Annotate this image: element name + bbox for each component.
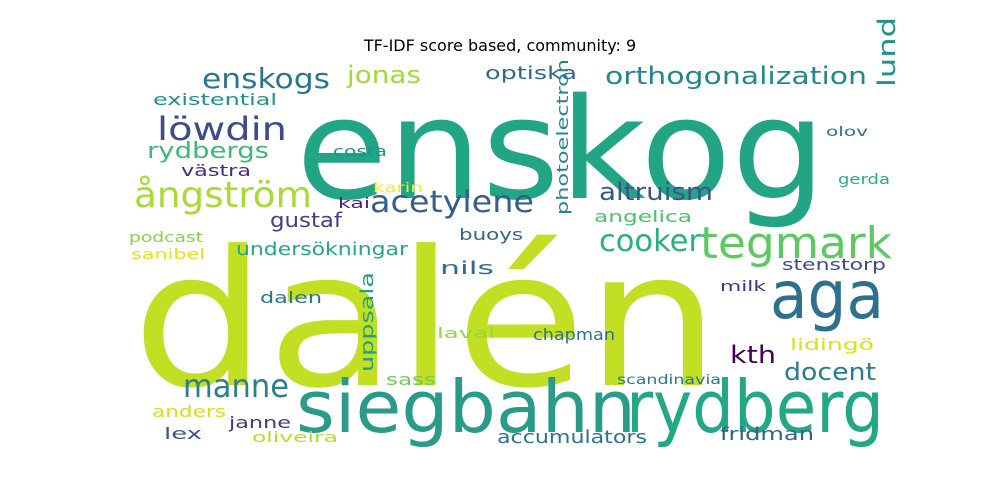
word-31: existential	[153, 90, 277, 109]
word-3: rydberg	[626, 365, 884, 449]
word-12: orthogonalization	[605, 62, 867, 90]
word-9: acetylene	[370, 185, 534, 220]
word-21: optiska	[485, 63, 577, 84]
word-33: dalen	[260, 288, 322, 307]
word-4: aga	[770, 257, 884, 334]
word-38: västra	[181, 161, 251, 180]
word-14: jonas	[346, 61, 421, 89]
word-44: gerda	[838, 172, 890, 188]
word-8: cooker	[599, 224, 702, 259]
word-16: docent	[784, 358, 876, 386]
word-10: löwdin	[157, 110, 287, 148]
word-18: rydbergs	[147, 139, 269, 164]
word-49: oliveira	[252, 430, 338, 446]
word-6: ångström	[134, 175, 312, 216]
word-19: accumulators	[497, 427, 647, 448]
word-34: lidingö	[790, 335, 874, 354]
word-11: enskogs	[202, 62, 330, 95]
word-1: enskog	[296, 69, 826, 232]
word-42: karin	[373, 181, 423, 196]
word-20: gustaf	[270, 208, 343, 232]
word-15: altruism	[599, 178, 713, 206]
word-25: nils	[440, 258, 494, 279]
word-24: uppsala	[357, 272, 378, 372]
word-32: photoelectron	[553, 59, 572, 215]
word-5: tegmark	[700, 218, 893, 269]
word-37: lex	[164, 424, 202, 443]
word-17: kth	[730, 341, 776, 369]
word-26: angelica	[594, 207, 692, 226]
word-2: siegbahn	[296, 365, 636, 449]
word-23: fridman	[720, 424, 814, 445]
word-48: scandinavia	[617, 373, 721, 388]
word-45: podcast	[129, 230, 204, 246]
word-41: kai	[338, 196, 370, 212]
word-7: manne	[183, 367, 289, 405]
word-0: dalén	[132, 211, 720, 430]
word-30: sass	[386, 370, 436, 389]
word-43: olov	[826, 125, 868, 140]
chart-title: TF-IDF score based, community: 9	[363, 36, 637, 55]
word-39: costa	[333, 144, 387, 160]
word-46: sanibel	[131, 247, 205, 263]
word-36: janne	[228, 413, 291, 432]
word-27: buoys	[459, 225, 523, 244]
word-40: laval	[437, 326, 495, 342]
word-35: anders	[152, 402, 226, 421]
word-28: chapman	[533, 325, 615, 344]
word-22: undersökningar	[236, 239, 409, 260]
word-47: milk	[720, 279, 767, 295]
word-13: lund	[873, 17, 901, 87]
word-29: stenstorp	[782, 255, 886, 274]
